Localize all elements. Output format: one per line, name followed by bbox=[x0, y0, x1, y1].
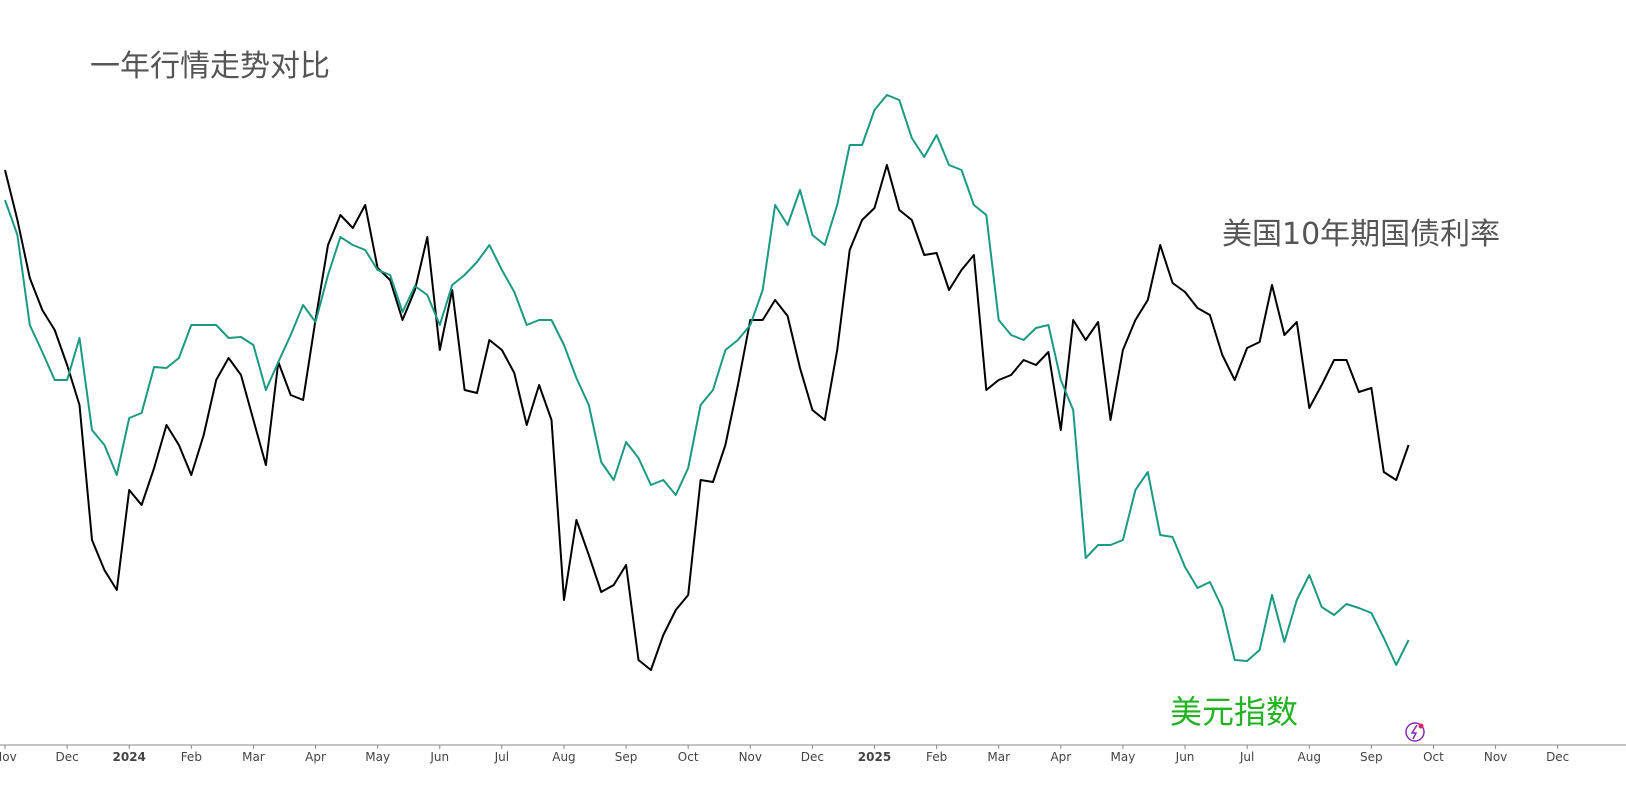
x-tick-label: Apr bbox=[305, 750, 326, 764]
series-label: 美国10年期国债利率 bbox=[1222, 217, 1500, 252]
x-tick-label: Feb bbox=[926, 750, 947, 764]
x-tick-label: Sep bbox=[615, 750, 638, 764]
x-tick-label: Apr bbox=[1050, 750, 1071, 764]
x-tick-label: Jul bbox=[494, 750, 509, 764]
data-line bbox=[4, 164, 1410, 671]
x-tick-label: Jun bbox=[1175, 750, 1195, 764]
x-tick-label: Oct bbox=[678, 750, 699, 764]
x-tick-label: Dec bbox=[1546, 750, 1569, 764]
x-tick-label: Dec bbox=[55, 750, 78, 764]
x-tick-label: Dec bbox=[801, 750, 824, 764]
x-tick-label: Oct bbox=[1423, 750, 1444, 764]
x-tick-label: Aug bbox=[1298, 750, 1321, 764]
logo-icon bbox=[1405, 722, 1425, 742]
chart-title: 一年行情走势对比 bbox=[90, 49, 330, 84]
x-tick-label: Mar bbox=[242, 750, 265, 764]
x-tick-label: Nov bbox=[739, 750, 762, 764]
x-tick-label: May bbox=[1111, 750, 1136, 764]
x-tick-label: Jul bbox=[1239, 750, 1254, 764]
x-tick-label: Jun bbox=[429, 750, 449, 764]
x-tick-label: Nov bbox=[1484, 750, 1507, 764]
x-tick-label: 2024 bbox=[113, 750, 146, 764]
x-tick-label: May bbox=[365, 750, 390, 764]
x-tick-label: Sep bbox=[1360, 750, 1383, 764]
series-label: 美元指数 bbox=[1170, 693, 1298, 731]
data-line bbox=[4, 94, 1410, 666]
x-tick-label: Aug bbox=[552, 750, 575, 764]
x-tick-label: Mar bbox=[987, 750, 1010, 764]
x-tick-label: Feb bbox=[181, 750, 202, 764]
x-tick-label: Nov bbox=[0, 750, 17, 764]
x-tick-label: 2025 bbox=[858, 750, 891, 764]
